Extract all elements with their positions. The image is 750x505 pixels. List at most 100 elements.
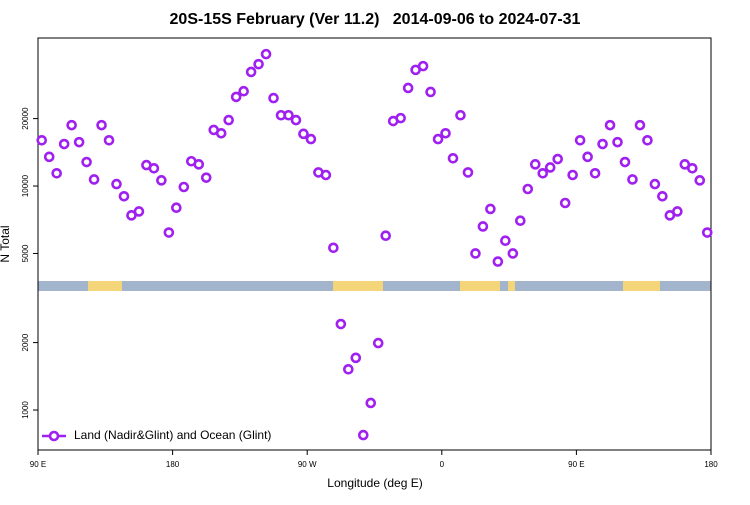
point bbox=[245, 66, 257, 78]
point bbox=[447, 152, 459, 164]
point bbox=[148, 162, 160, 174]
x-tick-label: 90 E bbox=[568, 460, 584, 469]
point bbox=[111, 178, 122, 190]
point bbox=[350, 352, 362, 364]
point bbox=[365, 397, 377, 409]
point bbox=[544, 162, 556, 173]
point bbox=[171, 202, 182, 214]
land-band bbox=[508, 281, 515, 291]
point bbox=[500, 235, 511, 247]
point bbox=[515, 215, 526, 227]
point bbox=[253, 58, 264, 70]
point bbox=[260, 48, 272, 60]
point bbox=[283, 109, 294, 121]
point bbox=[417, 60, 429, 72]
plot-frame bbox=[37, 37, 712, 451]
point bbox=[66, 119, 77, 131]
point bbox=[230, 91, 242, 103]
point bbox=[604, 119, 616, 131]
point bbox=[156, 175, 167, 186]
point bbox=[425, 86, 436, 98]
land-band bbox=[333, 281, 383, 291]
legend-marker bbox=[48, 430, 60, 442]
chart-title: 20S-15S February (Ver 11.2) 2014-09-06 t… bbox=[170, 11, 581, 28]
point bbox=[96, 119, 107, 131]
point bbox=[290, 114, 302, 126]
point bbox=[567, 169, 578, 181]
land-band bbox=[88, 281, 122, 291]
point bbox=[335, 318, 347, 330]
point bbox=[357, 429, 369, 441]
point bbox=[657, 190, 668, 202]
point bbox=[522, 183, 534, 195]
point bbox=[73, 136, 85, 148]
point bbox=[215, 127, 227, 139]
x-tick-label: 90 W bbox=[298, 460, 317, 469]
land-band bbox=[460, 281, 500, 291]
point bbox=[492, 256, 504, 267]
point bbox=[701, 227, 713, 238]
point bbox=[672, 206, 683, 217]
point bbox=[507, 248, 519, 259]
point bbox=[380, 230, 392, 242]
point bbox=[223, 114, 234, 126]
land-band bbox=[623, 281, 660, 291]
point bbox=[81, 156, 92, 168]
point bbox=[432, 133, 444, 145]
legend-label: Land (Nadir&Glint) and Ocean (Glint) bbox=[74, 428, 271, 442]
point bbox=[51, 167, 62, 179]
point bbox=[694, 175, 706, 186]
x-axis-label: Longitude (deg E) bbox=[327, 476, 422, 490]
y-tick-label: 20000 bbox=[21, 107, 30, 130]
point bbox=[470, 248, 481, 259]
point bbox=[298, 128, 309, 140]
point bbox=[402, 82, 414, 94]
point bbox=[343, 363, 354, 375]
point bbox=[597, 138, 608, 150]
point bbox=[589, 167, 601, 179]
point bbox=[133, 206, 145, 217]
x-tick-label: 90 E bbox=[30, 460, 46, 469]
point bbox=[328, 242, 339, 254]
y-tick-label: 5000 bbox=[21, 244, 30, 262]
point bbox=[485, 203, 496, 215]
point bbox=[58, 138, 70, 150]
point bbox=[619, 156, 631, 168]
point bbox=[574, 135, 586, 146]
point bbox=[88, 174, 100, 185]
x-tick-label: 180 bbox=[166, 460, 180, 469]
point bbox=[559, 197, 571, 209]
point bbox=[36, 135, 48, 146]
y-tick-label: 1000 bbox=[21, 401, 30, 419]
surface-band bbox=[38, 281, 711, 291]
point bbox=[627, 174, 638, 185]
point bbox=[395, 112, 406, 124]
point bbox=[552, 153, 564, 165]
x-tick-label: 180 bbox=[704, 460, 718, 469]
point bbox=[642, 135, 653, 146]
point bbox=[178, 181, 190, 193]
point bbox=[103, 135, 115, 146]
point bbox=[455, 109, 466, 121]
point bbox=[529, 159, 541, 170]
point bbox=[462, 167, 474, 178]
x-tick-label: 0 bbox=[440, 460, 445, 469]
point bbox=[440, 127, 451, 139]
point bbox=[163, 227, 175, 238]
y-axis-label: N Total bbox=[0, 225, 12, 262]
y-tick-label: 2000 bbox=[21, 333, 30, 351]
point bbox=[268, 92, 279, 104]
y-tick-label: 10000 bbox=[21, 174, 30, 197]
point bbox=[320, 169, 332, 181]
point bbox=[477, 221, 489, 232]
point bbox=[305, 133, 317, 145]
point bbox=[634, 119, 646, 131]
point bbox=[582, 151, 593, 163]
point bbox=[612, 136, 623, 148]
point bbox=[372, 337, 384, 349]
point bbox=[537, 167, 549, 179]
point bbox=[118, 190, 130, 202]
point bbox=[649, 178, 661, 190]
point bbox=[200, 172, 212, 183]
